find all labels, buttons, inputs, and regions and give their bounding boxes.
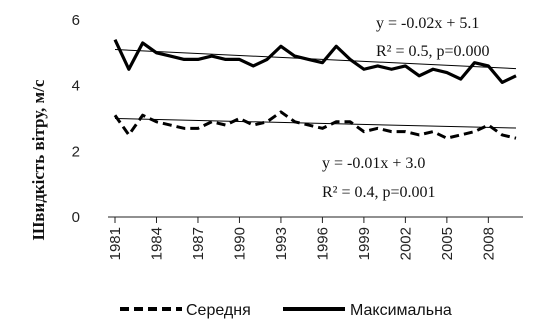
x-tick-label: 1993 (273, 227, 290, 260)
y-tick-label: 4 (72, 78, 80, 95)
x-tick-label: 2008 (480, 227, 497, 260)
y-tick-label: 0 (72, 209, 80, 226)
legend: Середня Максимальна (120, 302, 452, 319)
x-tick-label: 2005 (439, 227, 456, 260)
trend-equation-max: y = -0.02x + 5.1 (376, 15, 479, 32)
x-tick-label: 1981 (107, 227, 124, 260)
series-line-mean (113, 110, 517, 140)
x-tick-label: 1996 (314, 227, 331, 260)
trend-line-max (114, 49, 517, 70)
y-tick-label: 6 (72, 12, 80, 29)
y-axis-label: Швидкість вітру, м/с (29, 79, 48, 240)
legend-label-max: Максимальна (350, 302, 452, 319)
series-line-max (113, 39, 517, 84)
trend-line-mean (114, 118, 517, 129)
trend-stats-max: R² = 0.5, p=0.000 (376, 43, 490, 60)
x-tick-label: 1984 (148, 227, 165, 260)
legend-label-mean: Середня (186, 302, 251, 319)
x-tick-label: 2002 (397, 227, 414, 260)
x-tick-label: 1990 (231, 227, 248, 260)
x-tick-label: 1987 (190, 227, 207, 260)
trend-equation-mean: y = -0.01x + 3.0 (322, 155, 425, 172)
trend-stats-mean: R² = 0.4, p=0.001 (322, 184, 436, 201)
y-tick-label: 2 (72, 143, 80, 160)
x-tick-label: 1999 (356, 227, 373, 260)
